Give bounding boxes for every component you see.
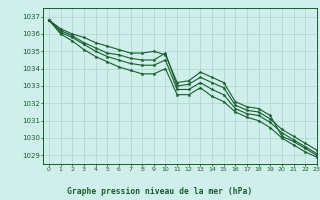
Text: Graphe pression niveau de la mer (hPa): Graphe pression niveau de la mer (hPa) — [68, 187, 252, 196]
